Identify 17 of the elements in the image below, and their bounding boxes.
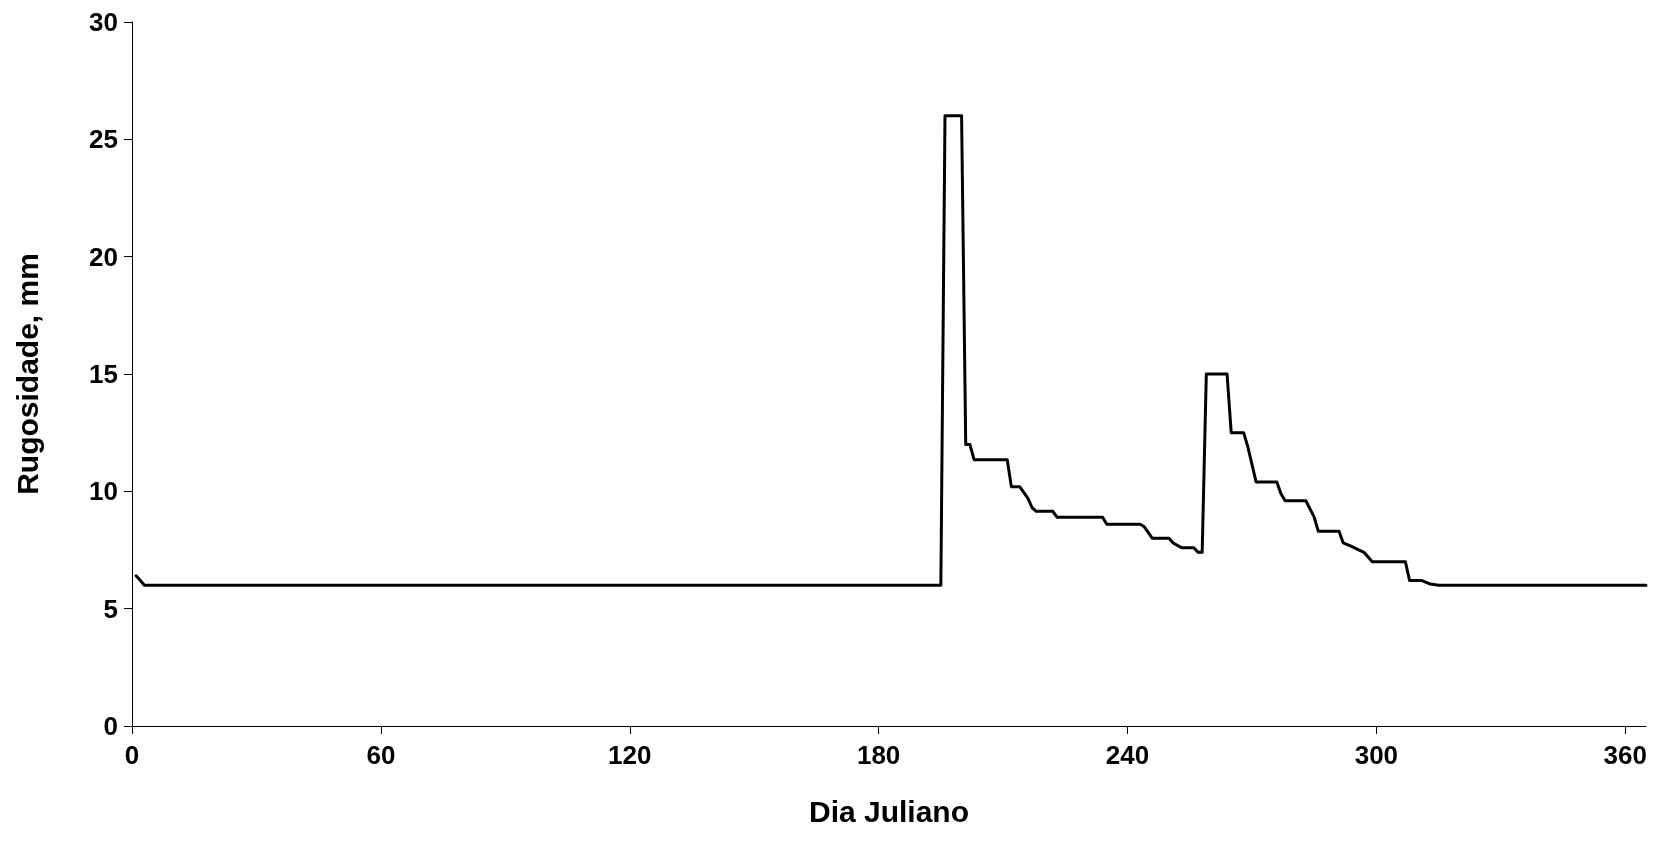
x-tick-label: 300 <box>1354 740 1399 770</box>
x-axis-title: Dia Juliano <box>808 794 970 828</box>
x-tick-label: 60 <box>366 740 396 770</box>
y-tick-label: 30 <box>89 7 118 37</box>
y-tick-label: 20 <box>89 241 118 272</box>
line-series <box>134 114 1648 587</box>
y-tick-label: 15 <box>89 359 118 389</box>
y-tick-label: 25 <box>89 124 118 155</box>
x-tick-label: 180 <box>856 740 901 770</box>
y-tick-label: 10 <box>89 476 118 507</box>
x-tick-label: 120 <box>608 740 652 770</box>
x-tick-label: 360 <box>1603 740 1647 770</box>
x-tick-label: 240 <box>1105 740 1150 770</box>
y-tick-label: 5 <box>103 593 118 624</box>
y-axis-title: Rugosidade, mm <box>10 253 44 495</box>
y-tick-label: 0 <box>103 711 118 741</box>
x-tick-label: 0 <box>124 740 140 770</box>
